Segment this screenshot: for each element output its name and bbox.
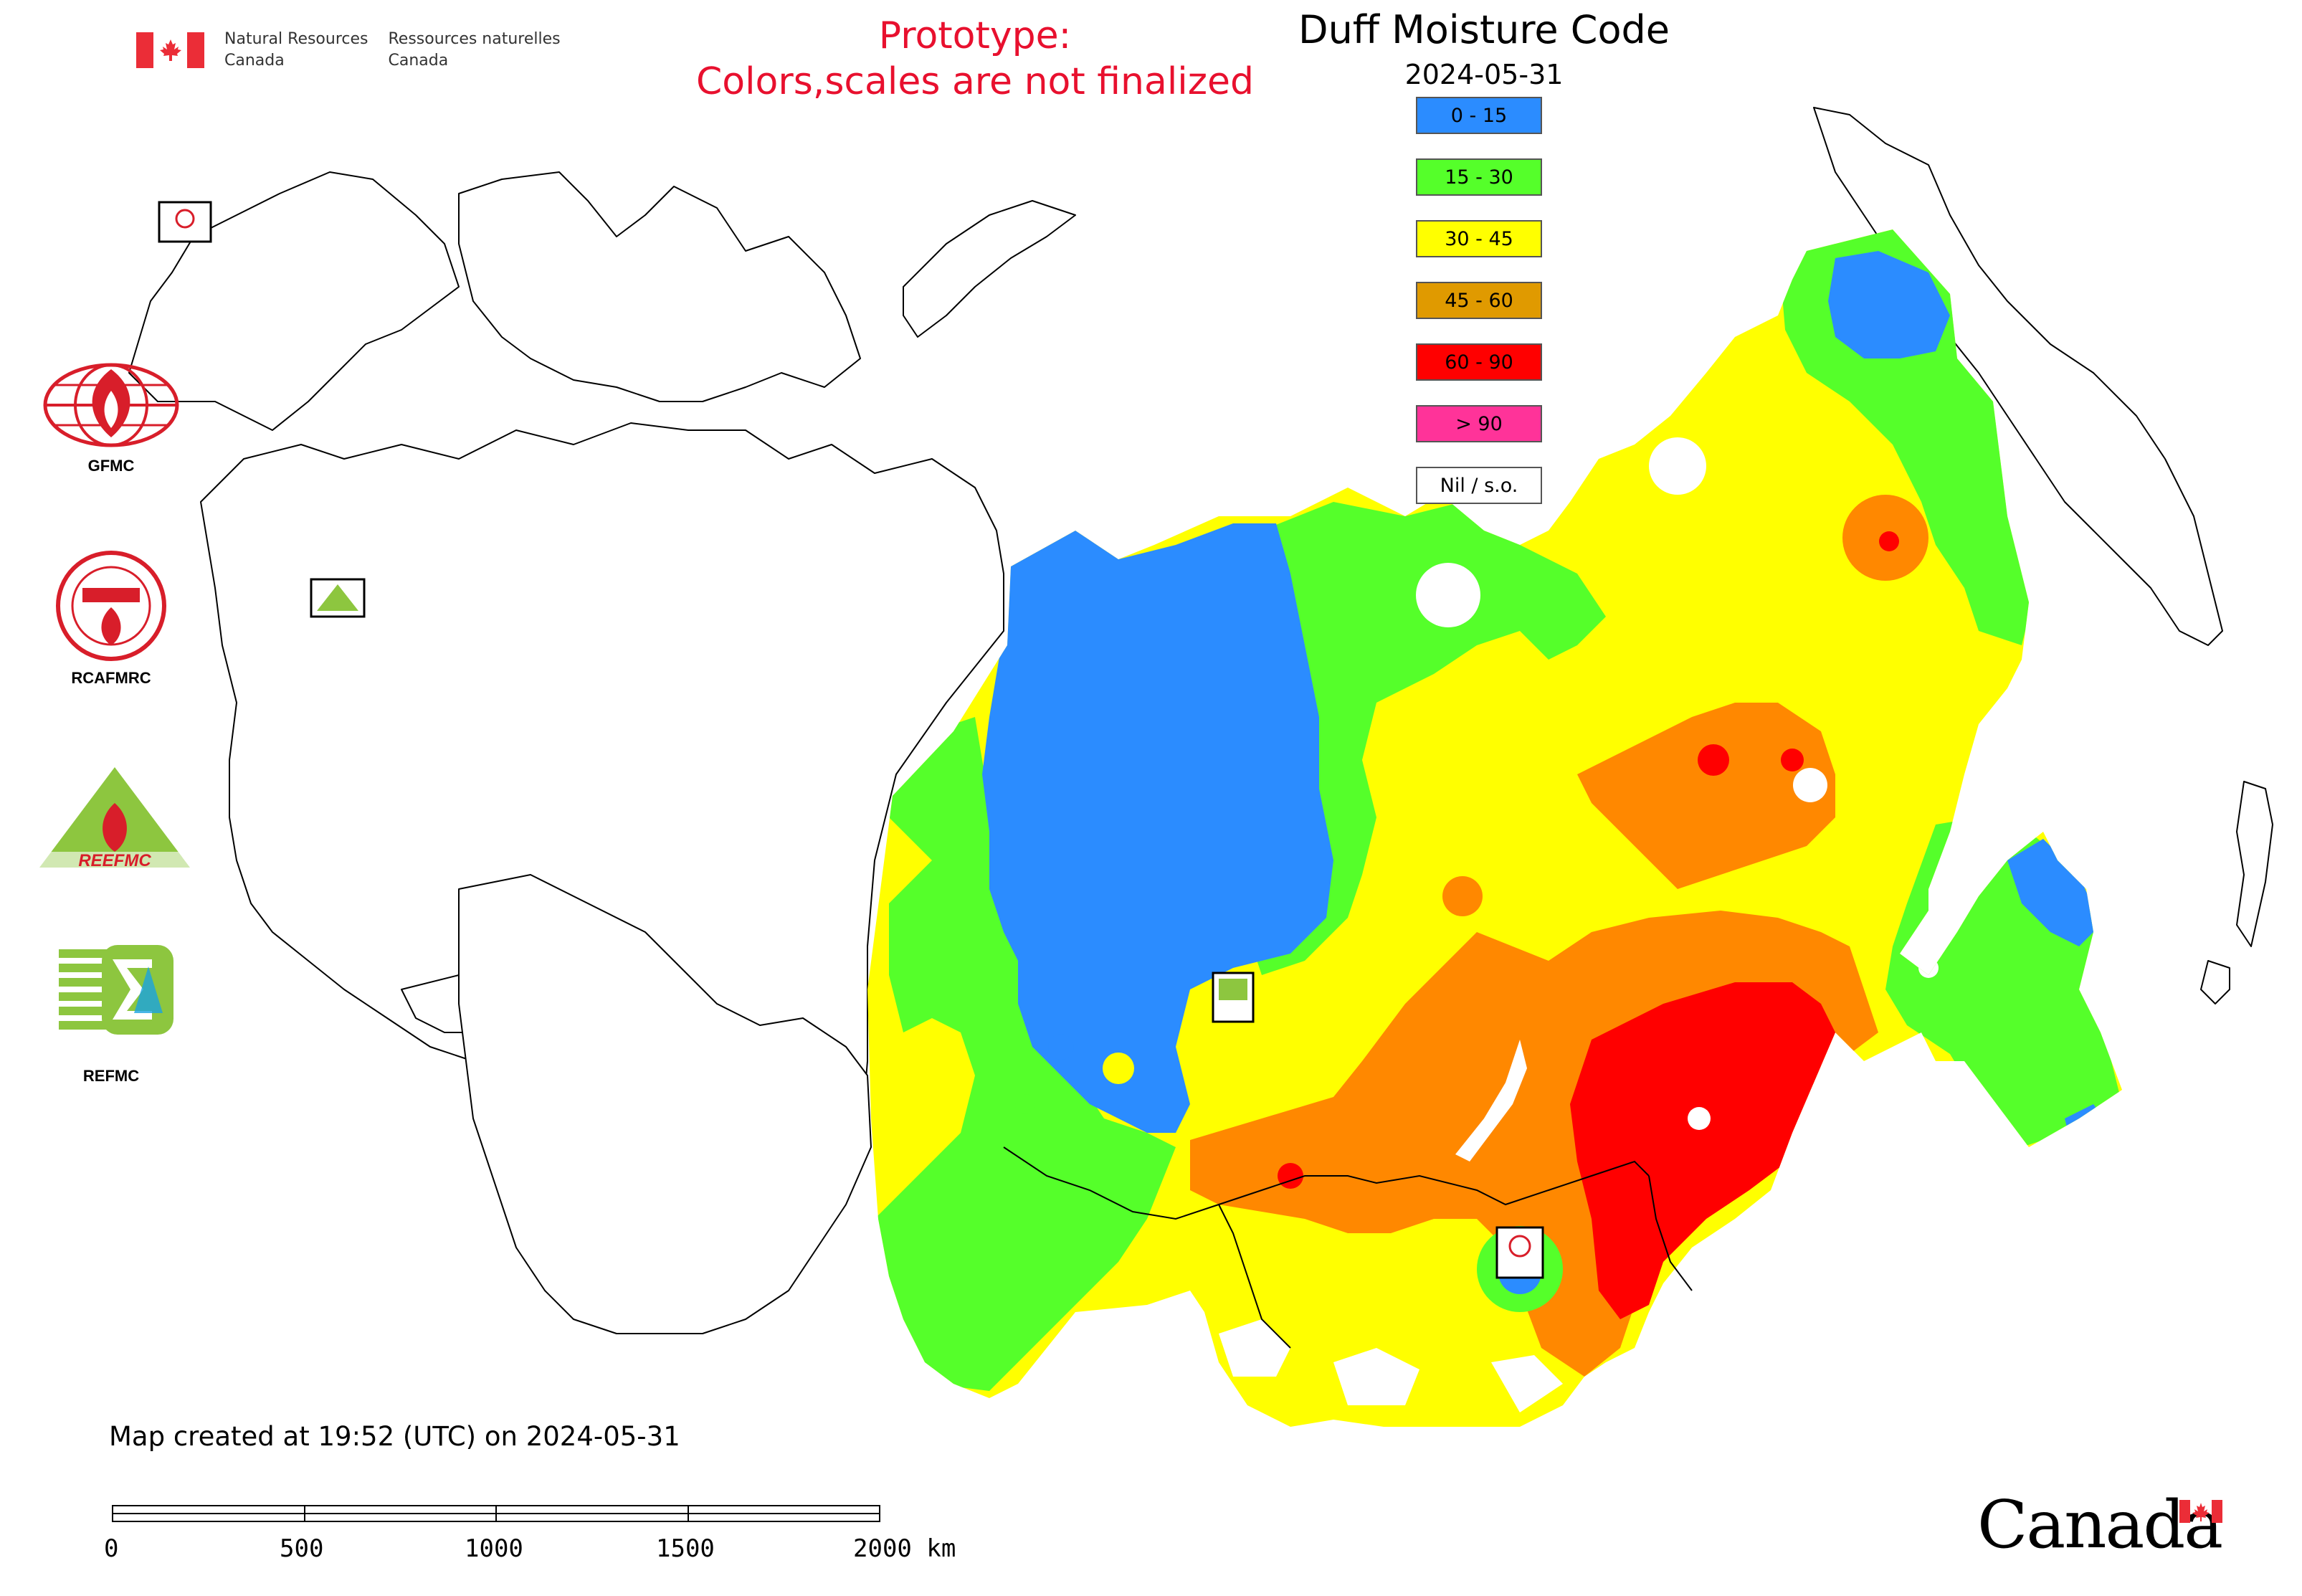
scale-label-1500: 1500 <box>656 1534 715 1563</box>
rcafmrc-map-marker <box>1495 1226 1544 1279</box>
legend-item: 15 - 30 <box>1416 158 1542 196</box>
legend-item: > 90 <box>1416 405 1542 442</box>
canada-flag-icon <box>136 32 204 68</box>
wordmark-flag-icon <box>2179 1500 2222 1523</box>
admin-borders <box>1003 1146 1693 1349</box>
legend-item: 0 - 15 <box>1416 97 1542 134</box>
svg-text:REEFMC: REEFMC <box>78 851 151 870</box>
gfmc-map-marker <box>158 201 212 243</box>
map-created-note: Map created at 19:52 (UTC) on 2024-05-31 <box>109 1421 680 1452</box>
reefmc-triangle-icon: REEFMC <box>36 767 194 870</box>
prototype-notice: Prototype: Colors,scales are not finaliz… <box>695 14 1255 103</box>
nrcan-signature: Natural Resources Canada Ressources natu… <box>136 29 561 72</box>
gfmc-globe-icon <box>43 363 179 447</box>
scale-label-1000: 1000 <box>465 1534 523 1563</box>
scale-label-2000: 2000 km <box>853 1534 956 1563</box>
legend-item: Nil / s.o. <box>1416 467 1542 504</box>
rcafmrc-seal-icon <box>56 551 166 661</box>
legend-item: 30 - 45 <box>1416 220 1542 257</box>
partner-label-gfmc: GFMC <box>87 457 135 475</box>
reefmc-map-marker <box>310 578 366 618</box>
scale-label-500: 500 <box>280 1534 324 1563</box>
refmc-sigma-icon <box>59 945 173 1035</box>
scale-bar <box>112 1505 880 1522</box>
dept-name-en: Natural Resources Canada <box>224 30 368 70</box>
partner-label-rcafmrc: RCAFMRC <box>71 669 151 687</box>
refmc-map-marker <box>1212 972 1255 1023</box>
canada-wordmark: Canada <box>1977 1486 2223 1563</box>
dept-name-fr: Ressources naturelles Canada <box>388 30 561 70</box>
office-markers <box>158 201 1544 1279</box>
legend-item: 60 - 90 <box>1416 343 1542 381</box>
legend-item: 45 - 60 <box>1416 282 1542 319</box>
scale-label-0: 0 <box>104 1534 119 1563</box>
basemap-land <box>128 107 2273 1334</box>
map-title: Duff Moisture Code <box>1298 7 1670 52</box>
partner-label-refmc: REFMC <box>82 1067 140 1085</box>
map-date: 2024-05-31 <box>1404 59 1564 90</box>
